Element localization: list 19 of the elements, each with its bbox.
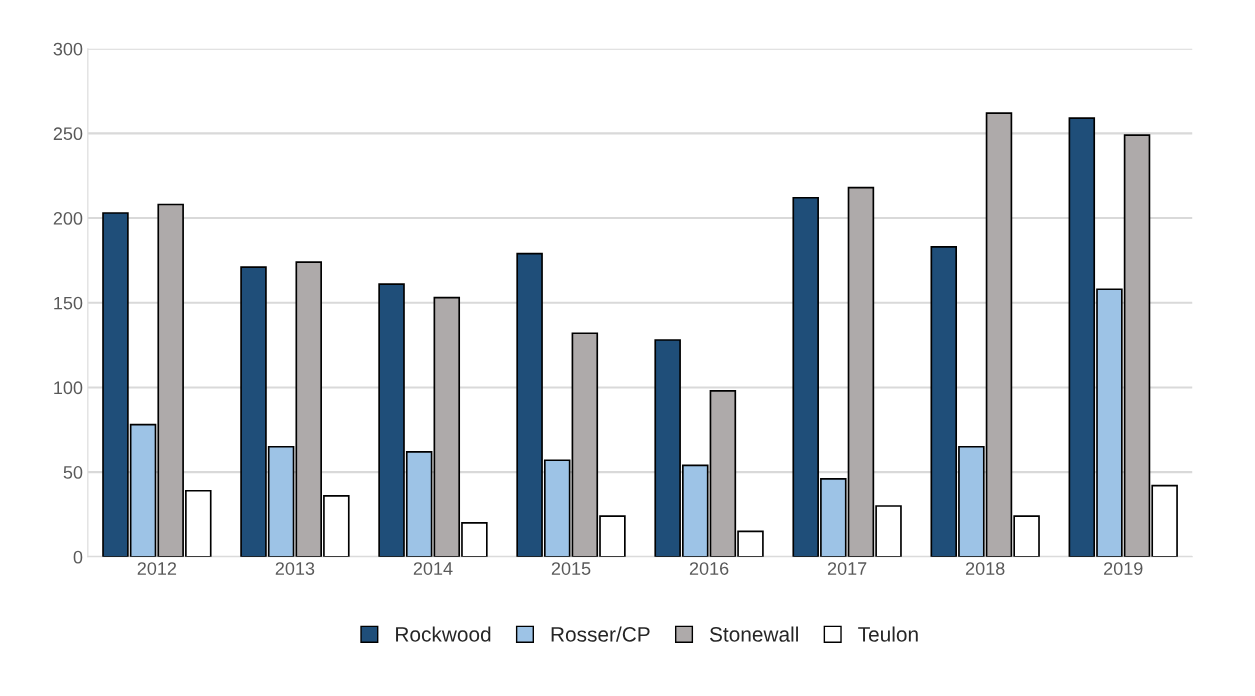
legend-label: Stonewall [709,626,798,642]
y-tick-label: 150 [54,296,83,310]
x-tick-label: 2014 [413,562,453,575]
y-tick-label: 100 [54,381,83,395]
x-tick-label: 2013 [275,562,315,575]
legend-label: Teulon [858,626,918,642]
x-tick-label: 2015 [551,562,591,575]
x-tick-label: 2019 [1104,562,1143,575]
y-tick-label: 50 [63,466,83,479]
x-tick-label: 2017 [827,562,867,575]
y-tick-label: 250 [53,127,83,141]
y-tick-label: 200 [53,212,83,225]
legend-label: Rockwood [396,626,491,642]
x-tick-label: 2016 [689,562,729,575]
legend-label: Rosser/CP [551,626,650,642]
y-tick-label: 0 [73,550,83,564]
x-tick-label: 2012 [137,562,177,575]
x-tick-label: 2018 [966,562,1005,575]
y-tick-label: 300 [53,42,83,56]
